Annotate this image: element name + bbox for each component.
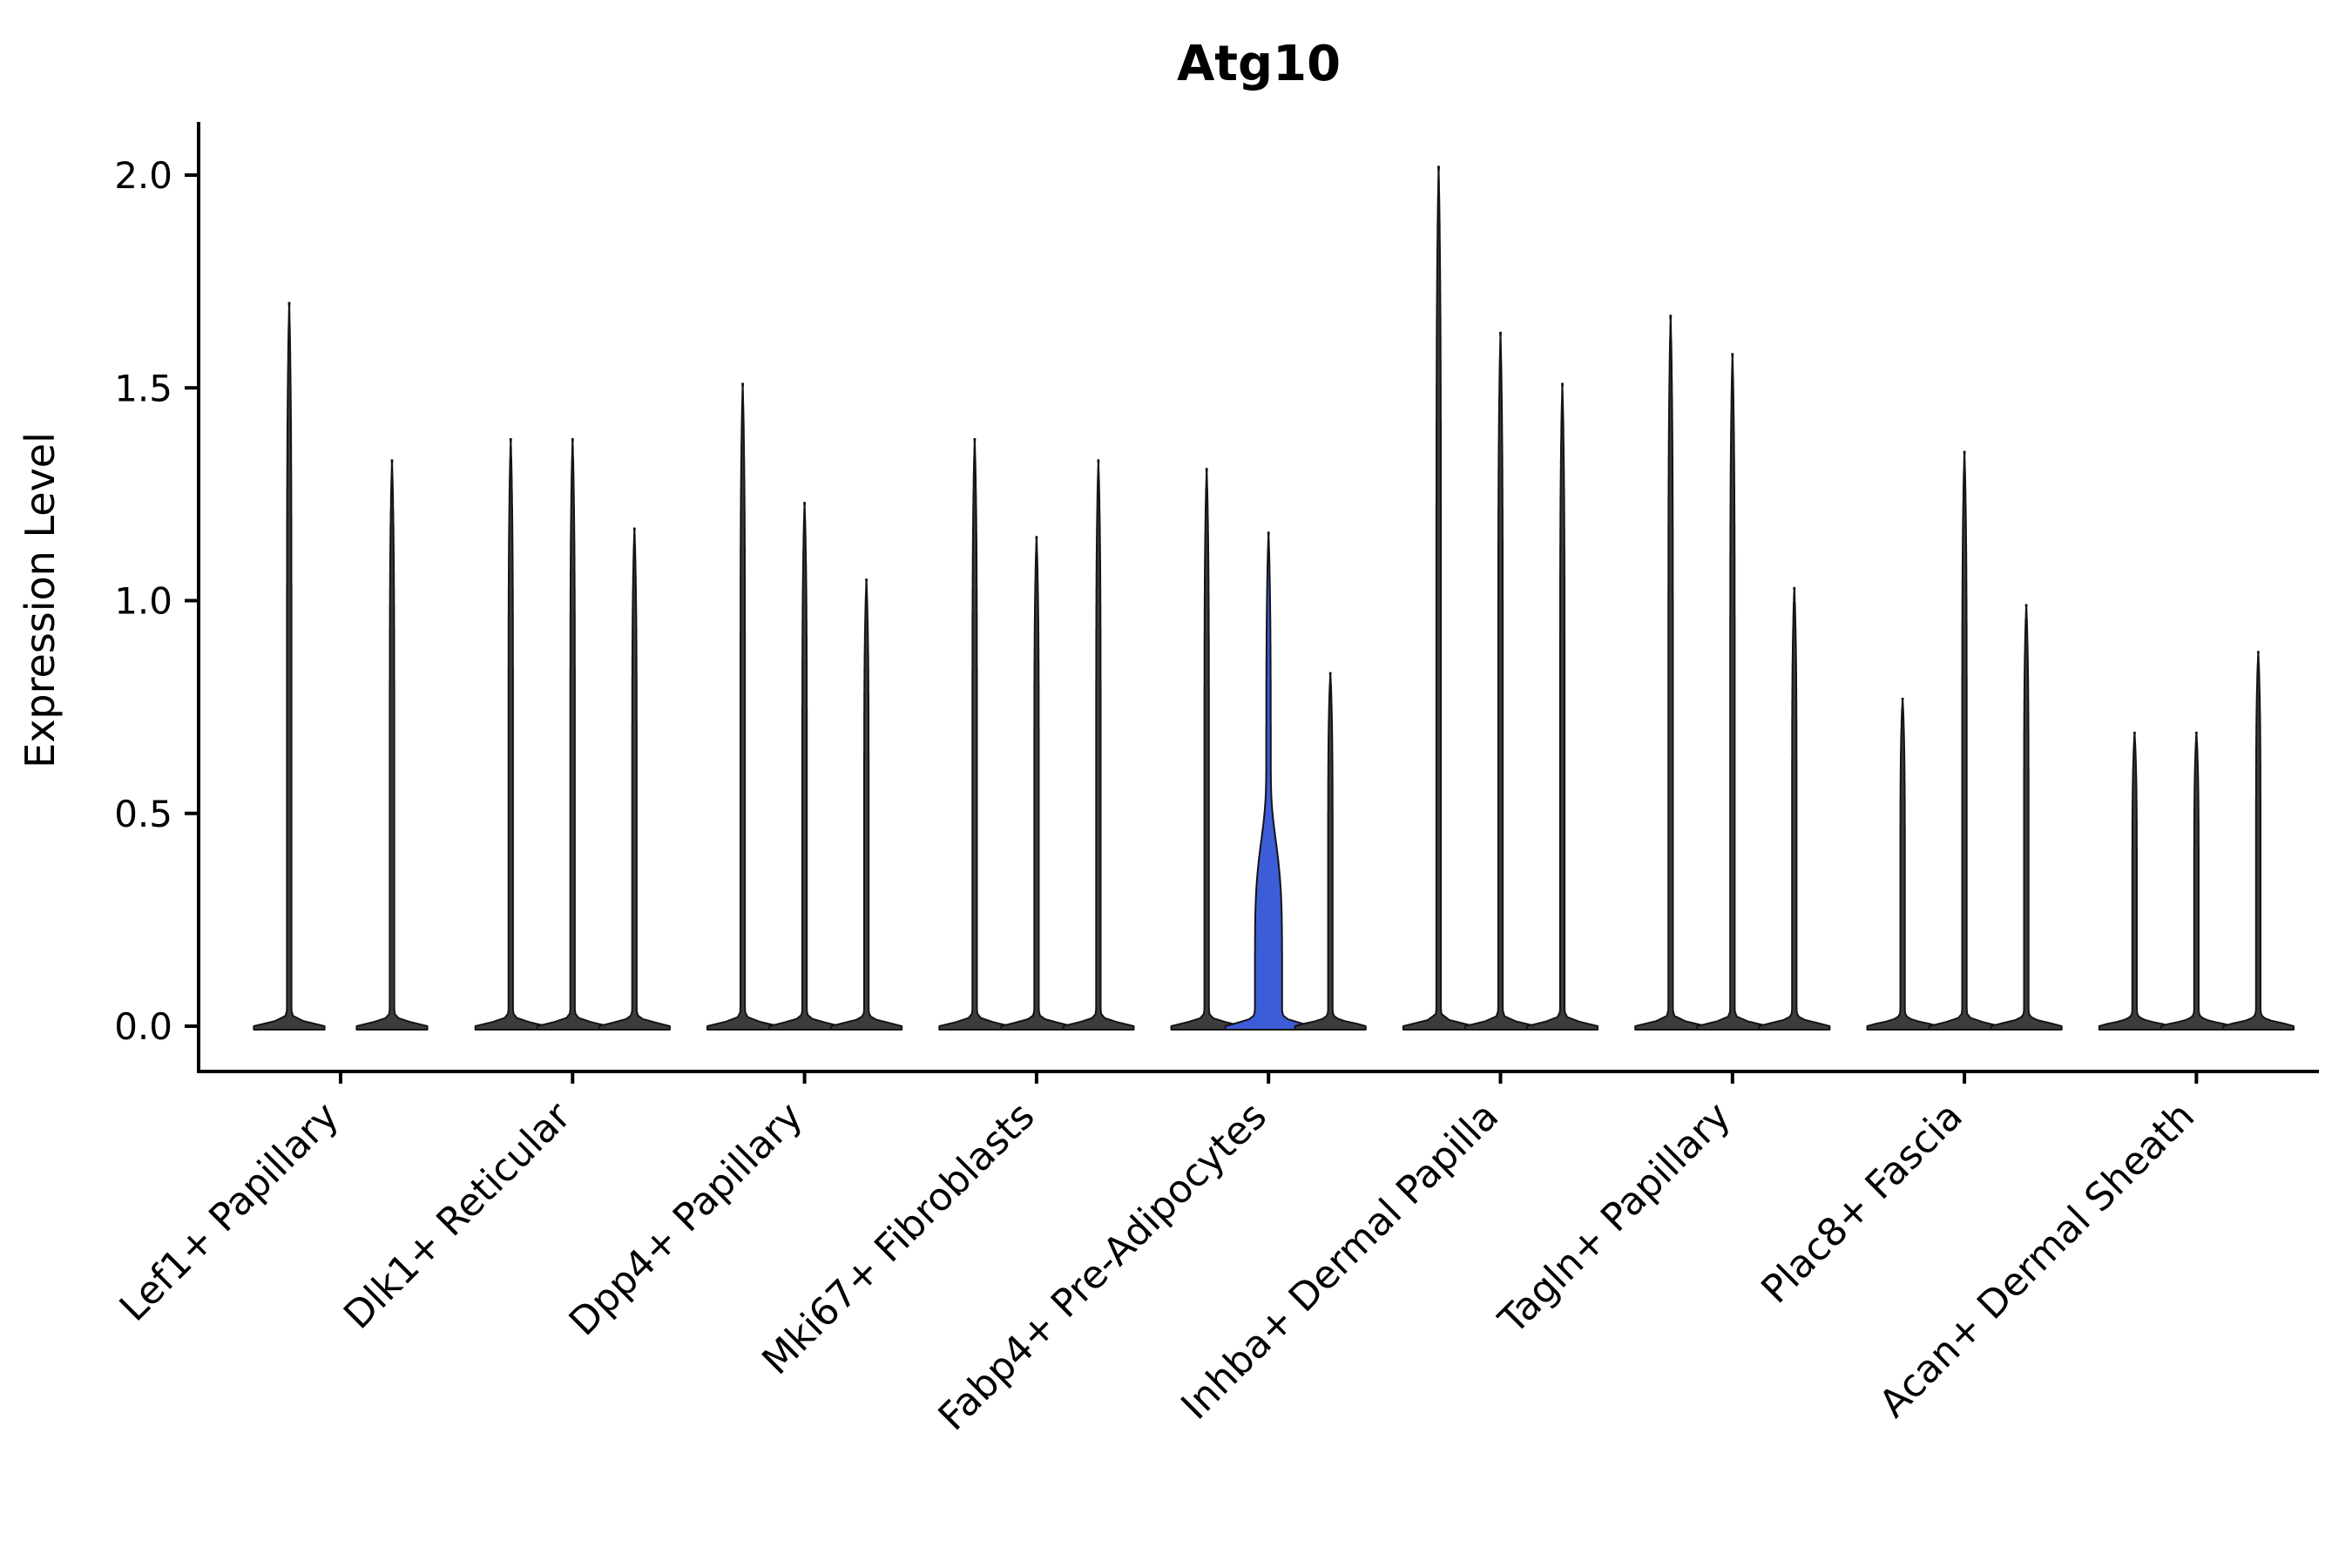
violin <box>1062 459 1135 1031</box>
violin <box>474 437 547 1031</box>
violin <box>2221 651 2295 1031</box>
violin <box>2159 731 2233 1031</box>
violin <box>1463 331 1538 1031</box>
x-tick-label: Dpp4+ Papillary <box>561 1094 812 1345</box>
x-tick-label: Lef1+ Papillary <box>112 1094 348 1330</box>
violin <box>1990 604 2063 1031</box>
x-tick-label: Tagln+ Papillary <box>1490 1094 1739 1343</box>
violin <box>830 578 903 1031</box>
violin <box>1525 382 1599 1031</box>
violin <box>2098 731 2171 1031</box>
y-axis: 0.0 0.5 1.0 1.5 2.0 <box>114 154 199 1048</box>
violin <box>1000 536 1073 1031</box>
violin <box>1294 672 1367 1031</box>
y-axis-label: Expression Level <box>17 432 64 768</box>
violin <box>536 437 609 1031</box>
violin <box>598 527 671 1031</box>
y-tick-label: 1.5 <box>114 367 172 409</box>
violin <box>1758 586 1831 1031</box>
violin <box>1866 697 1939 1031</box>
violin <box>355 459 429 1031</box>
violin <box>1696 353 1769 1031</box>
y-tick-label: 2.0 <box>114 154 172 197</box>
x-tick-label: Plac8+ Fascia <box>1753 1094 1971 1313</box>
violin <box>253 301 326 1031</box>
y-tick-label: 1.0 <box>114 580 172 623</box>
violin-highlighted <box>1224 531 1313 1031</box>
x-tick-label: Dlk1+ Reticular <box>335 1093 580 1338</box>
violin <box>706 382 780 1031</box>
violins-layer <box>253 166 2295 1031</box>
y-tick-label: 0.0 <box>114 1005 172 1048</box>
y-tick-label: 0.5 <box>114 793 172 835</box>
violin <box>938 437 1011 1031</box>
violin <box>768 502 841 1031</box>
violin <box>1928 450 2001 1031</box>
violin <box>1634 314 1707 1031</box>
violin <box>1402 166 1476 1031</box>
violin <box>1170 468 1243 1031</box>
chart-title: Atg10 <box>1177 36 1341 92</box>
